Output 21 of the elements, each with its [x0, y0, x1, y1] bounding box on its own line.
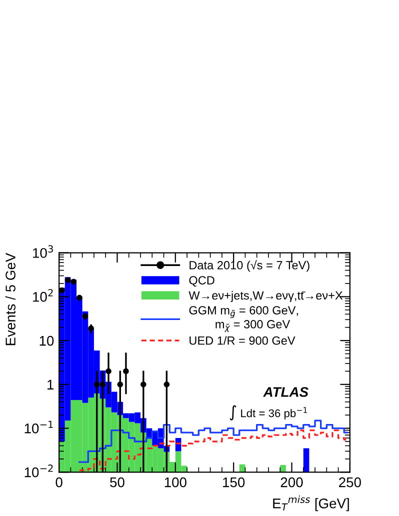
x-tick-label: 0 [56, 477, 62, 488]
y-tick-label: 10$^{−2}$ [24, 464, 53, 478]
legend-label: QCD [189, 276, 214, 287]
y-tick-label: 10$^{−1}$ [24, 420, 53, 434]
y-tick-label: 10 [40, 336, 54, 346]
annotation: ATLAS [263, 387, 308, 397]
x-tick-label: 150 [223, 477, 245, 488]
legend-label: UED 1/R = 900 GeV [190, 336, 296, 345]
y-axis-title: Events / 5 GeV [5, 252, 16, 346]
x-tick-label: 100 [164, 477, 186, 488]
text: GGM m$_{g̃}$ = 600 GeV, m$_{χ̃}$ = 300 GeV [189, 306, 298, 332]
annotation: ∫ Ldt = 36 pb$^{−1}$ [230, 405, 307, 420]
y-tick-label: 1 [48, 380, 54, 390]
legend-label: W→eν+jets,W→eνγ,tt̄→eν+X [188, 290, 343, 302]
x-tick-label: 200 [280, 477, 303, 488]
x-tick-label: 250 [339, 477, 361, 488]
x-tick-label: 50 [110, 477, 124, 488]
y-tick-label: 10$^{2}$ [33, 289, 53, 302]
y-tick-label: 10$^{3}$ [33, 245, 53, 258]
x-axis-title: E$_{T}$$^{miss}$ [GeV] [273, 496, 349, 512]
legend-label: Data 2010 (√s = 7 TeV) [190, 260, 310, 272]
